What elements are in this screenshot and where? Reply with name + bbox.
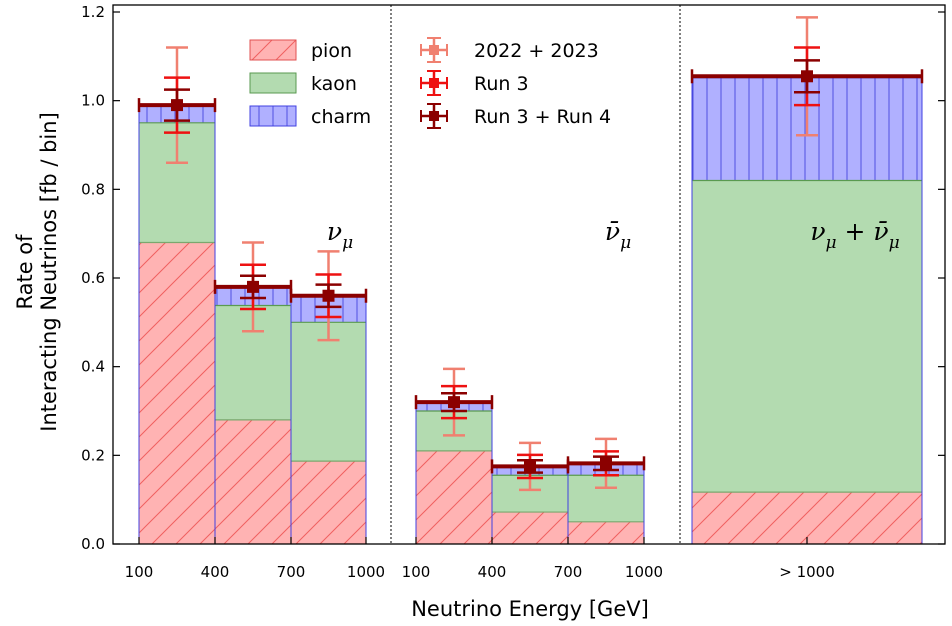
legend-swatch-kaon: [249, 72, 297, 94]
pion-bar: [215, 419, 291, 544]
x-tick-label: 1000: [347, 563, 385, 581]
kaon-bar: [291, 322, 366, 462]
axes: 0.0 0.2 0.4 0.6 0.8 1.0 1.2 100 400 700 1000 100 400…: [81, 3, 946, 581]
pion-bar: [416, 450, 492, 544]
data-point-marker: [448, 396, 460, 409]
y-tick-label: 1.0: [81, 92, 105, 110]
legend-marker-point: [429, 111, 439, 121]
legend: pion kaon charm 2022 + 2023 Run 3 Run 3 + Run…: [249, 37, 611, 129]
legend-label-dataset: Run 3: [474, 73, 529, 95]
x-axis-title: Neutrino Energy [GeV]: [411, 597, 649, 621]
legend-label-dataset: 2022 + 2023: [474, 40, 599, 62]
x-tick-label: 100: [125, 563, 154, 581]
data-point-marker: [600, 457, 612, 470]
panel-label-combined: νμ + ν̄μ: [810, 217, 899, 253]
legend-label-charm: charm: [311, 106, 371, 128]
pion-bar: [139, 242, 215, 545]
data-point-marker: [171, 99, 183, 112]
stacked-bars: [138, 77, 923, 545]
pion-bar: [568, 521, 644, 544]
legend-label-pion: pion: [311, 40, 352, 62]
y-tick-label: 0.6: [81, 269, 105, 287]
data-point-marker: [524, 460, 536, 473]
pion-bar: [492, 512, 568, 544]
data-point-marker: [247, 280, 259, 293]
legend-marker-point: [429, 45, 439, 55]
y-tick-label: 0.4: [81, 358, 105, 376]
y-tick-label: 1.2: [81, 3, 105, 21]
kaon-bar: [692, 180, 922, 493]
plot-frame: [112, 4, 946, 545]
x-tick-label: 700: [554, 563, 583, 581]
pion-bar: [291, 461, 366, 544]
legend-swatch-pion: [249, 39, 297, 61]
x-tick-label: 1000: [625, 563, 663, 581]
legend-marker-point: [429, 78, 439, 88]
x-tick-label: 700: [277, 563, 306, 581]
x-tick-label: 400: [478, 563, 507, 581]
panel-labels: νμ ν̄μ νμ + ν̄μ: [327, 217, 900, 253]
y-axis-title-line2: Interacting Neutrinos [fb / bin]: [37, 112, 61, 432]
y-tick-label: 0.8: [81, 180, 105, 198]
data-point-marker: [801, 70, 813, 83]
legend-label-kaon: kaon: [311, 73, 357, 95]
x-tick-label: 400: [201, 563, 230, 581]
x-tick-label: 100: [402, 563, 431, 581]
legend-label-dataset: Run 3 + Run 4: [474, 106, 611, 128]
x-tick-label: > 1000: [779, 563, 835, 581]
y-tick-label: 0.0: [81, 535, 105, 553]
panel-label-numu: νμ: [327, 217, 353, 253]
legend-swatch-charm: [249, 105, 297, 127]
data-point-marker: [322, 289, 335, 302]
pion-bar: [692, 492, 922, 544]
error-bars: [137, 16, 924, 492]
y-tick-label: 0.2: [81, 446, 105, 464]
panel-label-numubar: ν̄μ: [605, 217, 631, 253]
y-axis-title-line1: Rate of: [13, 234, 37, 310]
